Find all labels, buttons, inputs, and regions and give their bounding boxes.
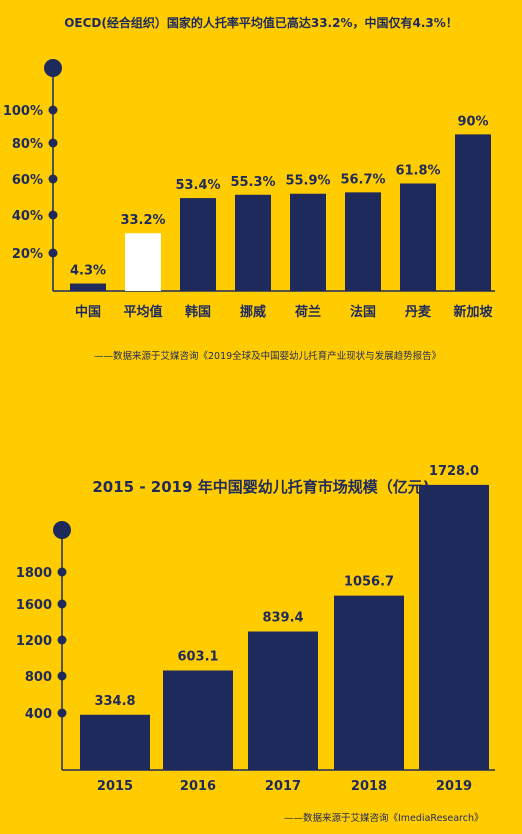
chart1-bar: [180, 198, 216, 291]
chart2-ytick-dot: [57, 599, 67, 609]
chart2-bar: [163, 670, 233, 770]
chart2-category-label: 2017: [265, 779, 301, 794]
chart1-data-label: 55.9%: [285, 174, 330, 189]
chart1-data-label: 56.7%: [340, 172, 385, 187]
chart1-ytick-label: 60%: [12, 173, 43, 188]
chart1-category-label: 丹麦: [405, 304, 432, 320]
chart1-data-label: 90%: [457, 114, 488, 129]
chart1-category-label: 法国: [350, 304, 376, 320]
chart2-category-label: 2019: [436, 779, 472, 794]
chart1-axis-cap-dot: [44, 59, 62, 77]
chart2-ytick-label: 400: [25, 707, 52, 722]
chart2-ytick-label: 1800: [16, 566, 52, 581]
chart2-ytick-label: 1200: [16, 634, 52, 649]
chart2-data-label: 839.4: [262, 610, 303, 625]
chart1-data-label: 33.2%: [120, 213, 165, 228]
chart2-category-label: 2016: [180, 779, 216, 794]
chart1-category-label: 平均值: [123, 304, 162, 320]
chart1-source: ——数据来源于艾媒咨询《2019全球及中国婴幼儿托育产业现状与发展趋势报告》: [94, 351, 442, 362]
chart2-ytick-dot: [57, 671, 67, 681]
chart1-ytick-label: 20%: [12, 247, 43, 262]
chart1-ytick-dot: [48, 210, 58, 220]
chart1-data-label: 4.3%: [70, 264, 106, 279]
chart1-bar: [345, 192, 381, 291]
chart2-ytick-dot: [57, 567, 67, 577]
chart1-ytick-dot: [48, 174, 58, 184]
chart1-ytick-label: 40%: [12, 209, 43, 224]
chart1-category-label: 中国: [75, 304, 101, 320]
chart2-bar: [248, 631, 318, 770]
chart2-data-label: 1056.7: [344, 575, 394, 590]
chart1-category-label: 韩国: [185, 304, 211, 320]
chart2-bar: [419, 484, 489, 770]
chart1-ytick-dot: [48, 248, 58, 258]
chart1-bar: [290, 193, 326, 291]
chart1-category-label: 新加坡: [453, 304, 493, 320]
chart1-category-label: 荷兰: [294, 304, 321, 320]
chart1-data-label: 55.3%: [230, 175, 275, 190]
chart2-data-label: 334.8: [94, 694, 135, 709]
chart2-ytick-label: 800: [25, 670, 52, 685]
chart2-ytick-label: 1600: [16, 598, 52, 613]
chart1-data-label: 53.4%: [175, 178, 220, 193]
chart2-axis-cap-dot: [53, 521, 71, 539]
chart1-ytick-dot: [48, 105, 58, 115]
chart2-category-label: 2018: [351, 779, 387, 794]
chart2-bar: [80, 714, 150, 770]
chart2-category-label: 2015: [97, 779, 133, 794]
chart1-data-label: 61.8%: [395, 163, 440, 178]
chart2-ytick-dot: [57, 635, 67, 645]
chart2-data-label: 1728.0: [429, 464, 479, 479]
chart1-title: OECD(经合组织）国家的人托率平均值已高达33.2%，中国仅有4.3%！: [64, 16, 458, 30]
chart1-bar: [400, 183, 436, 291]
chart1-bar: [455, 134, 491, 291]
chart2-source: ——数据来源于艾媒咨询《ImediaResearch》: [284, 813, 484, 824]
chart1-bar: [70, 283, 106, 291]
chart1-ytick-label: 100%: [3, 104, 43, 119]
chart1-category-label: 挪威: [240, 304, 266, 320]
chart1-ytick-dot: [48, 138, 58, 148]
chart2-ytick-dot: [57, 708, 67, 718]
chart1-bar: [235, 194, 271, 291]
chart1-ytick-label: 80%: [12, 137, 43, 152]
chart2-bar: [334, 595, 404, 770]
chart2-data-label: 603.1: [177, 649, 218, 664]
chart2-title: 2015 - 2019 年中国婴幼儿托育市场规模（亿元): [92, 478, 430, 496]
chart1-bar: [125, 233, 161, 291]
